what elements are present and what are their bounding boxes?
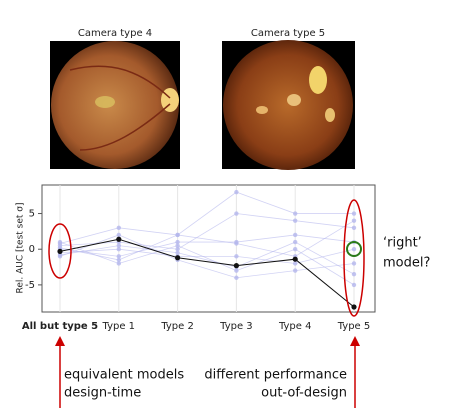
data-point	[175, 232, 180, 238]
image-title: Camera type 4	[78, 28, 152, 39]
data-point	[234, 254, 239, 259]
data-point	[57, 245, 63, 250]
data-point	[293, 211, 298, 216]
series-line	[59, 213, 355, 250]
y-axis-label: Rel. AUC [test set σ]	[16, 203, 26, 294]
data-point	[351, 261, 357, 266]
data-point	[293, 218, 298, 223]
data-point	[116, 247, 122, 252]
data-point	[293, 232, 298, 238]
data-point	[293, 239, 298, 245]
series-line	[59, 241, 355, 275]
x-tick-label: Type 4	[278, 321, 312, 332]
data-point	[351, 211, 357, 216]
series-line	[59, 238, 355, 308]
data-point	[116, 236, 122, 242]
data-point	[351, 218, 357, 223]
series-line	[59, 220, 355, 261]
data-point	[116, 232, 122, 238]
data-point	[175, 247, 180, 252]
x-tick-label: Type 1	[102, 321, 136, 332]
series-line	[59, 191, 354, 244]
data-point	[116, 225, 122, 231]
highlight-ellipse	[48, 223, 72, 279]
fundus-image	[50, 41, 180, 169]
data-point	[292, 256, 298, 262]
data-point	[293, 261, 298, 266]
x-tick-label: Type 2	[160, 321, 194, 332]
series-line	[59, 248, 355, 264]
data-point	[57, 252, 63, 258]
data-point	[234, 189, 239, 195]
annotation: design-time	[64, 386, 141, 401]
series-line	[59, 234, 355, 257]
plot-frame	[41, 184, 376, 313]
data-point	[57, 239, 63, 245]
data-point	[116, 254, 122, 259]
series-line	[59, 234, 355, 279]
data-point	[175, 250, 180, 255]
data-point	[116, 257, 122, 263]
x-tick-label: Type 3	[219, 321, 253, 332]
data-point	[116, 261, 122, 266]
data-point	[116, 243, 122, 248]
data-point	[351, 271, 357, 277]
series-line	[59, 241, 355, 286]
image-title: Camera type 5	[251, 28, 325, 39]
plot: 5 0 -5 All but type 5 Type 1 Type 2 Type 3 Type…	[22, 185, 370, 332]
fundus-image	[222, 40, 355, 170]
data-point	[57, 248, 63, 254]
annotation: equivalent models	[64, 368, 184, 383]
highlight-circle	[346, 241, 362, 257]
data-point	[234, 275, 239, 280]
annotation: ‘right’	[383, 236, 422, 251]
annotation: different performance	[204, 368, 347, 383]
highlight-ellipse	[343, 199, 365, 317]
data-point	[175, 239, 180, 245]
data-point	[293, 268, 298, 273]
data-point	[233, 263, 239, 269]
data-point	[351, 282, 357, 288]
annotation: model?	[383, 256, 430, 271]
arrow	[55, 336, 360, 408]
y-tick-label: -5	[25, 280, 35, 291]
data-point	[351, 304, 357, 310]
data-point	[234, 241, 239, 246]
x-tick-label: Type 5	[337, 321, 371, 332]
data-point	[234, 211, 239, 216]
data-point	[351, 225, 357, 231]
data-point	[351, 247, 357, 252]
data-point	[175, 255, 181, 261]
data-point	[175, 243, 180, 248]
y-tick-label: 0	[29, 244, 35, 255]
annotation: out-of-design	[261, 386, 347, 401]
data-point	[234, 268, 239, 273]
x-tick-label: All but type 5	[22, 321, 98, 332]
y-tick-label: 5	[29, 209, 35, 220]
data-point	[293, 247, 298, 252]
